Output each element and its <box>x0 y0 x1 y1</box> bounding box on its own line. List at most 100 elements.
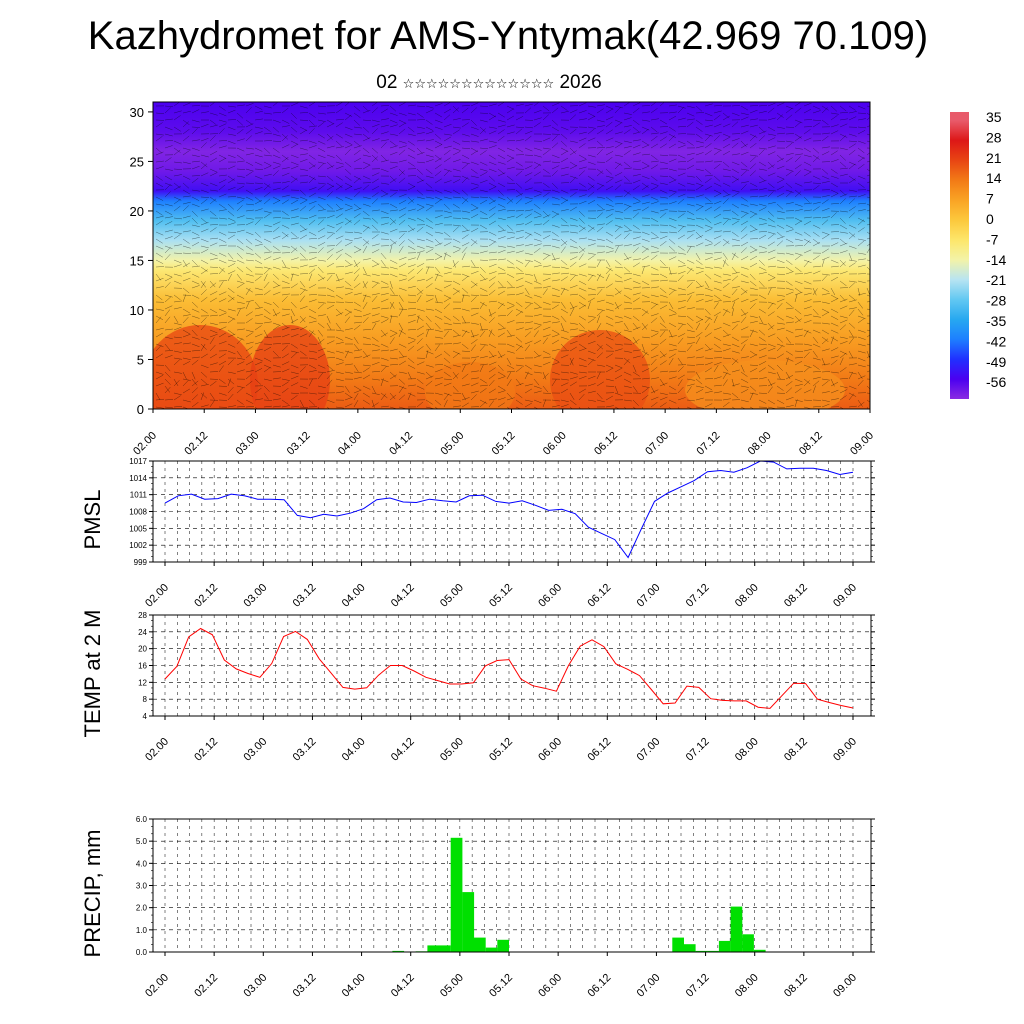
wind-barb <box>380 366 387 373</box>
wind-barb <box>326 254 333 261</box>
wind-barb <box>182 161 191 165</box>
wind-barb <box>830 294 839 300</box>
wind-barb <box>452 245 461 249</box>
wind-barb <box>344 396 353 401</box>
wind-barb <box>677 366 684 373</box>
wind-barb <box>362 119 372 121</box>
wind-barb <box>497 208 506 212</box>
wind-barb <box>650 154 658 161</box>
wind-barb <box>659 131 668 135</box>
wind-barb <box>272 200 281 205</box>
wind-barb <box>578 110 587 114</box>
wind-barb <box>560 105 568 111</box>
wind-barb <box>704 103 713 107</box>
wind-barb <box>713 241 721 247</box>
wind-barb <box>542 265 551 268</box>
wind-barb <box>452 126 461 129</box>
wind-barb <box>182 333 191 338</box>
wind-barb <box>668 301 674 310</box>
wind-barb <box>470 140 479 143</box>
wind-barb <box>497 266 506 271</box>
wind-barb <box>488 140 497 143</box>
wind-barb <box>452 287 460 293</box>
wind-barb <box>857 227 865 233</box>
wind-barb <box>677 315 687 317</box>
wind-barb <box>686 315 694 321</box>
wind-barb <box>524 388 533 394</box>
wind-barb <box>794 107 802 114</box>
wind-barb <box>443 210 452 214</box>
y-tick-label: 1017 <box>129 457 147 466</box>
wind-barb <box>479 119 488 123</box>
wind-barb <box>794 384 803 387</box>
wind-barb <box>290 283 298 289</box>
wind-barb <box>596 104 605 107</box>
wind-barb <box>695 397 704 401</box>
wind-barb <box>623 191 630 198</box>
wind-barb <box>416 263 425 268</box>
wind-barb <box>290 273 299 276</box>
wind-barb <box>704 160 713 163</box>
wind-barb <box>767 241 775 247</box>
wind-barb <box>659 102 665 107</box>
wind-barb <box>245 107 252 114</box>
wind-barb <box>650 358 657 366</box>
wind-barb <box>551 329 560 335</box>
wind-barb <box>173 147 181 153</box>
wind-barb <box>470 150 478 156</box>
wind-barb <box>380 193 389 198</box>
wind-barb <box>362 385 371 390</box>
wind-barb <box>245 392 254 398</box>
wind-barb <box>614 224 623 229</box>
wind-barb <box>794 220 802 226</box>
wind-barb <box>776 273 786 276</box>
wind-barb <box>623 378 632 383</box>
wind-barb <box>524 220 533 226</box>
wind-barb <box>299 264 308 268</box>
wind-barb <box>371 185 380 191</box>
wind-barb <box>461 364 466 373</box>
wind-barb <box>290 143 299 149</box>
wind-barb <box>542 285 551 289</box>
wind-barb <box>830 150 838 156</box>
wind-barb <box>362 374 371 380</box>
wind-barb <box>236 328 245 331</box>
wind-barb <box>560 133 568 140</box>
wind-barb <box>596 223 605 226</box>
wind-barb <box>695 280 702 287</box>
wind-barb <box>335 278 344 282</box>
y-axis-label: TEMP at 2 M <box>80 610 105 738</box>
wind-barb <box>308 192 317 198</box>
wind-barb <box>263 173 272 177</box>
wind-barb <box>488 282 495 289</box>
wind-barb <box>479 199 488 205</box>
panel-frame <box>152 614 872 717</box>
wind-barb <box>155 353 163 359</box>
wind-barb <box>317 314 326 317</box>
x-tick-label: 07.12 <box>684 736 712 764</box>
wind-barb <box>218 252 227 257</box>
wind-barb <box>668 189 677 193</box>
wind-barb <box>209 329 218 334</box>
wind-barb <box>560 157 569 163</box>
wind-barb <box>605 108 614 114</box>
wind-barb <box>245 221 254 226</box>
wind-barb <box>740 161 748 168</box>
wind-barb <box>290 395 298 401</box>
wind-barb <box>641 201 650 205</box>
wind-barb <box>182 277 191 282</box>
wind-barb <box>641 350 650 356</box>
wind-barb <box>866 406 869 409</box>
wind-barb <box>398 371 407 374</box>
wind-barb <box>794 399 798 408</box>
wind-barb <box>839 231 848 234</box>
wind-barb <box>551 334 560 338</box>
wind-barb <box>731 392 739 399</box>
wind-barb <box>299 189 306 196</box>
wind-barb <box>407 329 417 331</box>
wind-barb <box>200 269 208 275</box>
wind-barb <box>848 392 857 397</box>
wind-barb <box>785 140 794 143</box>
wind-barb <box>263 392 269 400</box>
x-tick-label: 03.00 <box>241 582 269 610</box>
